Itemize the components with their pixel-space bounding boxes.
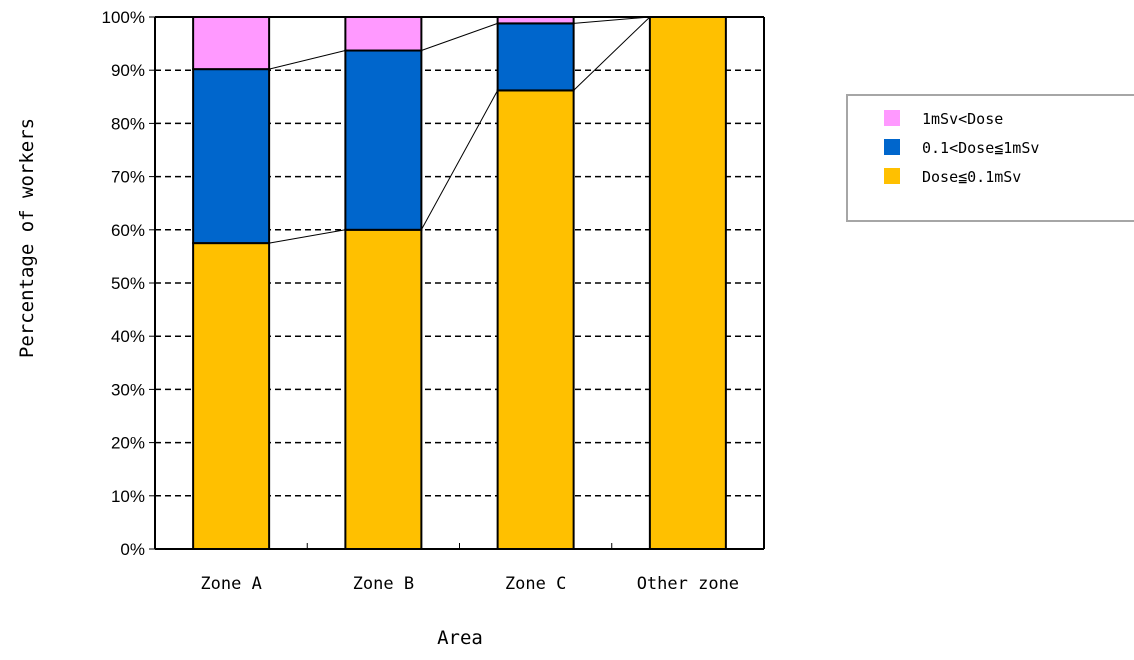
y-tick-label: 40% [111, 327, 145, 346]
legend-swatch [884, 168, 900, 184]
x-axis-title: Area [437, 627, 483, 649]
x-tick-label: Other zone [637, 574, 739, 594]
legend-swatch [884, 139, 900, 155]
x-tick-label: Zone C [505, 574, 566, 594]
series-line [421, 22, 498, 51]
bar-segment [192, 16, 271, 71]
x-tick-label: Zone B [353, 574, 414, 594]
legend: 1mSv<Dose 0.1<Dose≦1mSv Dose≦0.1mSv [846, 94, 1134, 222]
x-tick-labels: Zone A Zone B Zone C Other zone [200, 574, 739, 594]
y-tick-label: 30% [111, 380, 145, 399]
y-tick-label: 90% [111, 61, 145, 80]
bar-segment [344, 49, 423, 231]
y-tick-label: 10% [111, 487, 145, 506]
y-tick-label: 70% [111, 168, 145, 187]
y-tick-label: 100% [102, 8, 145, 27]
y-tick-label: 20% [111, 434, 145, 453]
legend-label: 0.1<Dose≦1mSv [922, 139, 1039, 157]
bar-segment [192, 242, 271, 550]
series-line [269, 229, 346, 244]
series-line [420, 90, 499, 231]
legend-label: 1mSv<Dose [922, 110, 1003, 128]
y-axis-title: Percentage of workers [16, 118, 38, 358]
x-tick-label: Zone A [200, 574, 261, 594]
bar-segment [344, 16, 423, 52]
legend-label: Dose≦0.1mSv [922, 168, 1021, 186]
series-line [573, 16, 651, 91]
series-line [269, 50, 346, 70]
y-tick-label: 50% [111, 274, 145, 293]
y-tick-label: 0% [120, 540, 145, 559]
bar-segment [344, 228, 423, 551]
series-lines [269, 16, 651, 244]
bar-segment [648, 16, 727, 550]
axes [154, 16, 765, 550]
y-tick-label: 60% [111, 221, 145, 240]
bar-segment [496, 22, 575, 92]
bar-segment [192, 68, 271, 245]
y-tick-label: 80% [111, 114, 145, 133]
bar-segment [496, 89, 575, 551]
series-line [573, 16, 650, 24]
bars [192, 16, 727, 551]
legend-swatch [884, 110, 900, 126]
y-tick-labels: 0% 10% 20% 30% 40% 50% 60% 70% 80% 90% 100% [102, 8, 155, 559]
